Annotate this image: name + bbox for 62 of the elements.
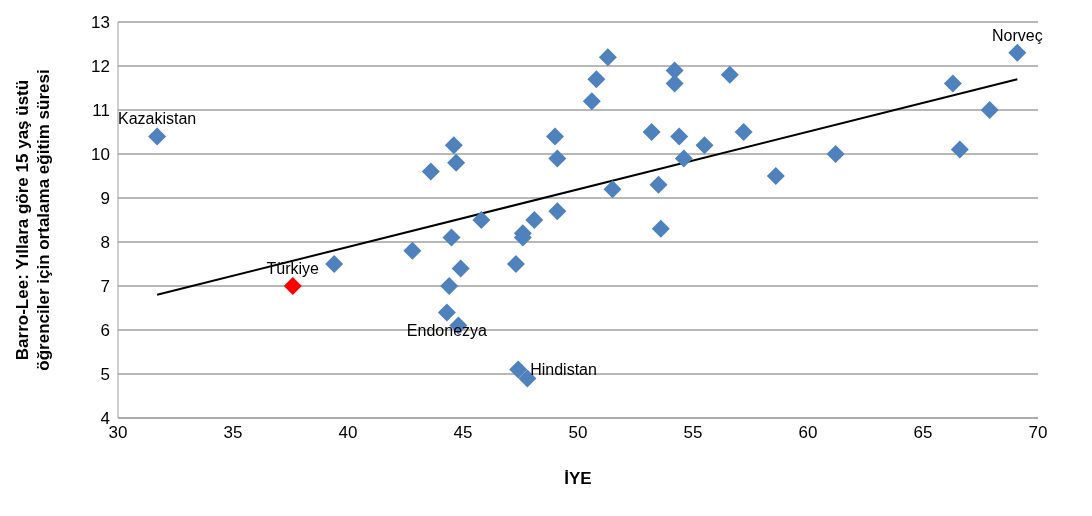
point bbox=[548, 202, 567, 221]
point bbox=[950, 140, 969, 159]
point bbox=[148, 127, 167, 146]
point bbox=[695, 136, 714, 155]
y-tick-label: 7 bbox=[100, 277, 110, 297]
annotation: Kazakistan bbox=[117, 110, 197, 128]
x-tick-label: 45 bbox=[453, 423, 473, 443]
point bbox=[506, 255, 525, 273]
x-axis-title: İYE bbox=[564, 469, 592, 488]
point bbox=[598, 48, 617, 67]
y-tick-label: 8 bbox=[100, 233, 110, 253]
point bbox=[403, 241, 422, 260]
x-tick-label: 60 bbox=[798, 423, 818, 443]
point bbox=[325, 255, 344, 273]
y-axis-title: Barro-Lee: Yıllara göre 15 yaş üstü öğrenciler için ortalama eğitim süresi bbox=[13, 69, 53, 371]
point bbox=[283, 277, 302, 295]
y-tick-label: 4 bbox=[100, 409, 110, 429]
point bbox=[444, 136, 463, 155]
point bbox=[642, 123, 661, 141]
y-tick-label: 9 bbox=[100, 189, 110, 209]
point bbox=[980, 101, 999, 119]
annotation: Türkiye bbox=[266, 260, 320, 277]
annotation: Norveç bbox=[991, 26, 1043, 44]
point bbox=[1008, 43, 1027, 62]
point bbox=[674, 149, 693, 168]
annotation: Endonezya bbox=[406, 321, 488, 339]
point bbox=[734, 123, 753, 141]
point bbox=[649, 175, 668, 194]
y-tick-label: 12 bbox=[91, 57, 110, 77]
point bbox=[525, 211, 544, 229]
annotation: Hindistan bbox=[530, 361, 597, 379]
point bbox=[943, 74, 962, 93]
point bbox=[603, 180, 622, 199]
y-tick-label: 5 bbox=[100, 365, 110, 385]
point bbox=[421, 162, 440, 181]
point bbox=[447, 153, 466, 172]
y-tick-label: 13 bbox=[91, 13, 110, 33]
point bbox=[548, 149, 567, 168]
point bbox=[442, 228, 461, 247]
point bbox=[440, 277, 459, 295]
y-tick-label: 11 bbox=[92, 101, 110, 121]
point bbox=[670, 127, 689, 146]
point bbox=[582, 92, 601, 111]
y-tick-label: 10 bbox=[91, 145, 110, 165]
x-tick-label: 30 bbox=[108, 423, 128, 443]
y-tick-label: 6 bbox=[100, 321, 110, 341]
point bbox=[472, 211, 491, 229]
x-tick-label: 65 bbox=[913, 423, 933, 443]
x-tick-label: 55 bbox=[683, 423, 703, 443]
x-tick-label: 35 bbox=[223, 423, 243, 443]
point bbox=[546, 127, 564, 146]
x-tick-label: 50 bbox=[568, 423, 588, 443]
point bbox=[651, 219, 670, 238]
point bbox=[766, 167, 785, 185]
point bbox=[509, 360, 528, 379]
x-tick-label: 70 bbox=[1028, 423, 1048, 443]
x-tick-label: 40 bbox=[338, 423, 358, 443]
point bbox=[451, 259, 470, 278]
point bbox=[826, 145, 845, 163]
point bbox=[587, 70, 606, 89]
point bbox=[720, 65, 739, 84]
point bbox=[437, 303, 456, 322]
